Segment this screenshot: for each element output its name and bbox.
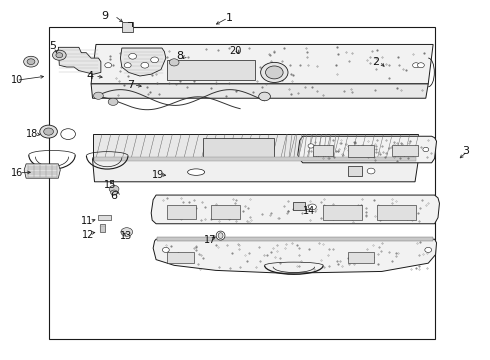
Text: 16: 16 (11, 168, 24, 178)
Bar (203, 138, 274, 157)
Text: 17: 17 (203, 235, 216, 245)
Text: 8: 8 (176, 51, 184, 61)
Bar (167, 205, 196, 220)
Bar (100, 224, 105, 232)
Polygon shape (121, 48, 166, 76)
Circle shape (259, 92, 270, 101)
Circle shape (24, 56, 38, 67)
Circle shape (124, 63, 131, 68)
Bar (98, 215, 111, 220)
Circle shape (413, 63, 419, 68)
Text: 1: 1 (225, 13, 232, 23)
Bar (157, 237, 433, 241)
Circle shape (169, 59, 179, 66)
Text: 20: 20 (229, 46, 242, 56)
Bar (377, 205, 416, 220)
Text: 11: 11 (81, 216, 94, 226)
Polygon shape (58, 47, 101, 74)
Bar (392, 145, 418, 156)
Circle shape (261, 62, 288, 82)
Polygon shape (91, 44, 433, 84)
Circle shape (111, 190, 118, 195)
Circle shape (94, 92, 103, 99)
Polygon shape (91, 84, 428, 98)
Text: 15: 15 (104, 180, 117, 190)
Circle shape (52, 50, 66, 60)
Circle shape (129, 53, 137, 59)
Bar (347, 252, 374, 263)
Text: 10: 10 (10, 75, 23, 85)
Circle shape (425, 247, 432, 252)
Bar (167, 59, 255, 80)
Polygon shape (153, 239, 437, 273)
Text: 13: 13 (121, 231, 133, 240)
Circle shape (121, 228, 133, 236)
Circle shape (109, 185, 119, 193)
Circle shape (141, 62, 149, 68)
Circle shape (105, 63, 112, 68)
Polygon shape (24, 164, 60, 178)
Text: 7: 7 (127, 80, 134, 90)
Polygon shape (93, 134, 418, 159)
Bar (347, 145, 374, 157)
Circle shape (308, 144, 314, 148)
Text: 12: 12 (82, 230, 95, 239)
Circle shape (309, 204, 317, 210)
Circle shape (417, 63, 424, 68)
Circle shape (367, 168, 375, 174)
Bar (314, 145, 333, 156)
Bar (347, 166, 362, 176)
Text: 19: 19 (152, 170, 165, 180)
Polygon shape (93, 159, 418, 182)
Bar (293, 202, 305, 210)
Bar (167, 252, 194, 263)
Circle shape (162, 247, 169, 252)
Text: 9: 9 (101, 11, 108, 21)
Circle shape (151, 57, 159, 63)
Ellipse shape (218, 233, 223, 238)
Circle shape (61, 129, 75, 139)
Text: 18: 18 (26, 129, 38, 139)
Polygon shape (298, 136, 437, 163)
Text: 3: 3 (463, 146, 469, 156)
Circle shape (27, 59, 35, 64)
Bar (122, 22, 133, 32)
Circle shape (56, 53, 63, 58)
Text: 6: 6 (111, 191, 118, 201)
Text: 14: 14 (303, 206, 315, 216)
Bar (211, 205, 240, 220)
Text: 4: 4 (86, 71, 93, 81)
Bar (94, 157, 416, 161)
Polygon shape (151, 195, 440, 224)
Bar (49, 27, 435, 338)
Ellipse shape (216, 231, 225, 240)
Ellipse shape (188, 169, 205, 175)
Circle shape (108, 98, 118, 105)
Text: 5: 5 (49, 41, 56, 50)
Text: 2: 2 (372, 57, 379, 67)
Bar (323, 205, 362, 220)
Circle shape (266, 66, 283, 79)
Circle shape (423, 147, 429, 152)
Circle shape (40, 125, 57, 138)
Circle shape (44, 128, 53, 135)
